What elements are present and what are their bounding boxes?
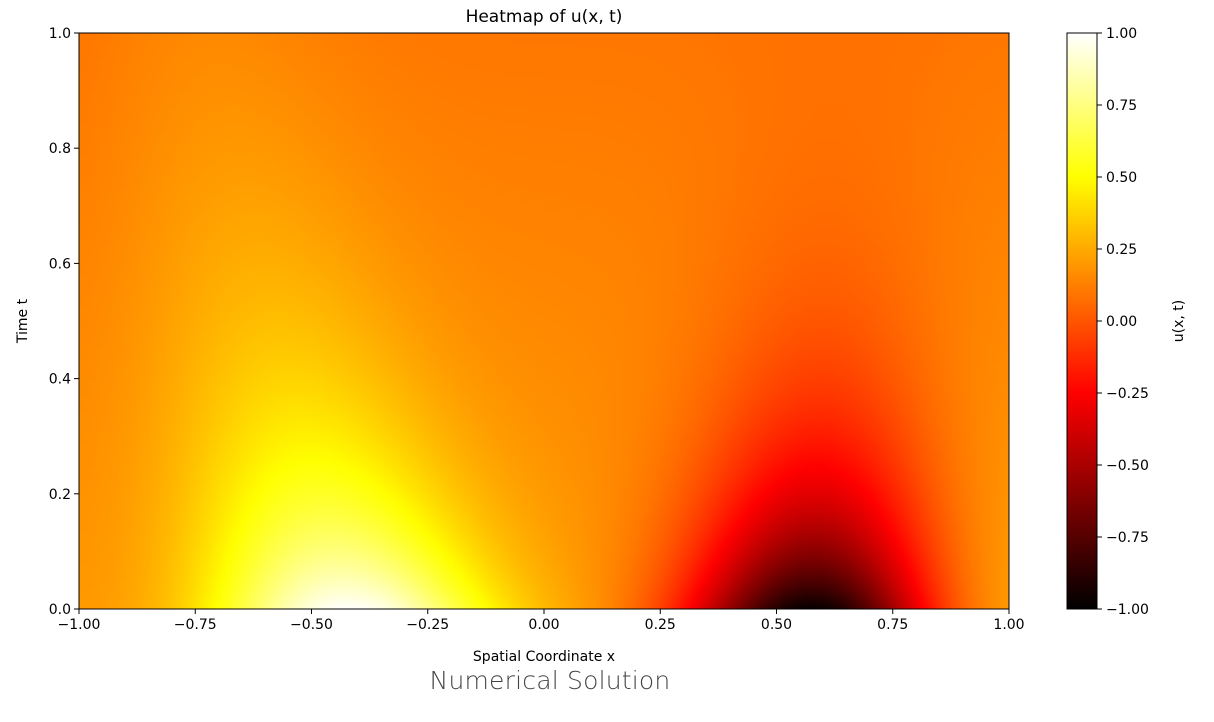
colorbar-tick-label: −0.75 xyxy=(1106,530,1149,546)
colorbar-label: u(x, t) xyxy=(1171,300,1187,342)
x-tick-label: 0.75 xyxy=(877,617,908,633)
figure-caption: Numerical Solution xyxy=(429,666,671,695)
x-tick-label: −0.75 xyxy=(174,617,217,633)
colorbar-tick-label: 0.00 xyxy=(1106,314,1137,330)
y-tick-label: 0.4 xyxy=(49,372,71,388)
y-tick-label: 0.6 xyxy=(49,256,71,272)
colorbar-tick-label: 0.75 xyxy=(1106,98,1137,114)
x-axis-label: Spatial Coordinate x xyxy=(473,649,615,665)
x-tick-label: −0.25 xyxy=(406,617,449,633)
x-tick-label: −1.00 xyxy=(58,617,101,633)
colorbar-tick-label: 0.50 xyxy=(1106,170,1137,186)
y-tick-label: 0.0 xyxy=(49,602,71,618)
colorbar-tick-label: −0.50 xyxy=(1106,458,1149,474)
colorbar-tick-label: −0.25 xyxy=(1106,386,1149,402)
colorbar-tick-label: 1.00 xyxy=(1106,26,1137,42)
colorbar-ticks: 1.00 0.75 0.50 0.25 0.00 −0.25 −0.50 −0.75 −1.00 xyxy=(1097,26,1149,618)
y-axis-label: Time t xyxy=(15,298,31,344)
x-tick-label: 0.00 xyxy=(528,617,559,633)
colorbar xyxy=(1066,32,1098,610)
y-tick-label: 0.2 xyxy=(49,487,71,503)
y-axis-ticks: 0.0 0.2 0.4 0.6 0.8 1.0 xyxy=(49,26,79,618)
x-tick-label: 0.50 xyxy=(761,617,792,633)
y-tick-label: 1.0 xyxy=(49,26,71,42)
heatmap-image xyxy=(79,33,1009,609)
colorbar-tick-label: −1.00 xyxy=(1106,602,1149,618)
x-tick-label: 1.00 xyxy=(993,617,1024,633)
x-axis-ticks: −1.00 −0.75 −0.50 −0.25 0.00 0.25 0.50 0.75 1.00 xyxy=(58,609,1025,633)
x-tick-label: 0.25 xyxy=(645,617,676,633)
colorbar-tick-label: 0.25 xyxy=(1106,242,1137,258)
y-tick-label: 0.8 xyxy=(49,141,71,157)
x-tick-label: −0.50 xyxy=(290,617,333,633)
chart-title: Heatmap of u(x, t) xyxy=(466,7,623,27)
